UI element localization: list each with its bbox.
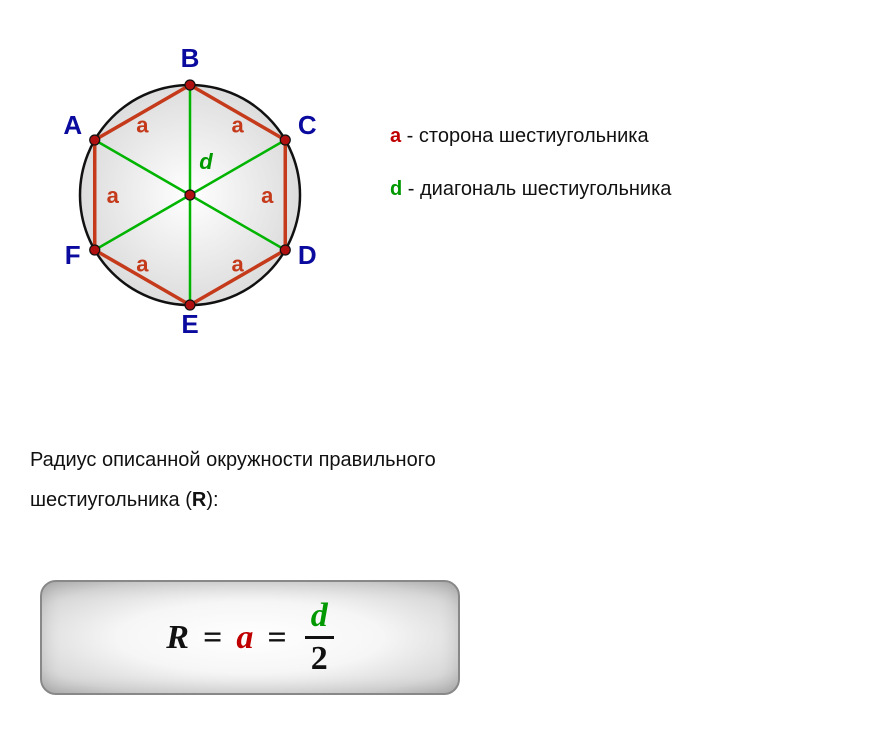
legend-d-symbol: d — [390, 178, 402, 200]
formula-d: d — [305, 597, 334, 636]
side-a-label: a — [232, 252, 245, 277]
formula: R = a = d 2 — [166, 597, 333, 678]
vertex-point — [90, 245, 100, 255]
vertex-label: F — [65, 240, 81, 270]
legend-d: d - диагональ шестиугольника — [390, 178, 671, 201]
vertex-label: E — [181, 309, 198, 339]
vertex-point — [90, 135, 100, 145]
side-a-label: a — [261, 183, 274, 208]
legend-a-symbol: a — [390, 125, 401, 147]
formula-2: 2 — [311, 639, 328, 678]
hexagon-svg: BCDEFAaaaaaad — [30, 10, 350, 350]
formula-eq1: = — [189, 619, 236, 657]
vertex-label: B — [181, 43, 200, 73]
side-a-label: a — [136, 252, 149, 277]
side-a-label: a — [232, 113, 245, 138]
description-text: Радиус описанной окружности правильного … — [30, 440, 436, 520]
formula-eq2: = — [253, 619, 300, 657]
vertex-point — [280, 245, 290, 255]
formula-a: a — [236, 619, 253, 657]
description-line2: шестиугольника (R): — [30, 480, 436, 520]
vertex-point — [185, 80, 195, 90]
side-a-label: a — [136, 113, 149, 138]
diagonal-d-label: d — [199, 149, 213, 174]
formula-fraction: d 2 — [305, 597, 334, 678]
hexagon-diagram: BCDEFAaaaaaad — [30, 10, 350, 350]
formula-R: R — [166, 619, 189, 657]
legend-a: a - сторона шестиугольника — [390, 125, 671, 148]
description-line1: Радиус описанной окружности правильного — [30, 440, 436, 480]
vertex-label: C — [298, 110, 317, 140]
legend: a - сторона шестиугольника d - диагональ… — [390, 125, 671, 231]
vertex-label: D — [298, 240, 317, 270]
legend-d-text: - диагональ шестиугольника — [402, 178, 671, 200]
formula-box: R = a = d 2 — [40, 580, 460, 695]
vertex-point — [280, 135, 290, 145]
vertex-label: A — [63, 110, 82, 140]
legend-a-text: - сторона шестиугольника — [401, 125, 648, 147]
center-point — [185, 190, 195, 200]
side-a-label: a — [107, 183, 120, 208]
